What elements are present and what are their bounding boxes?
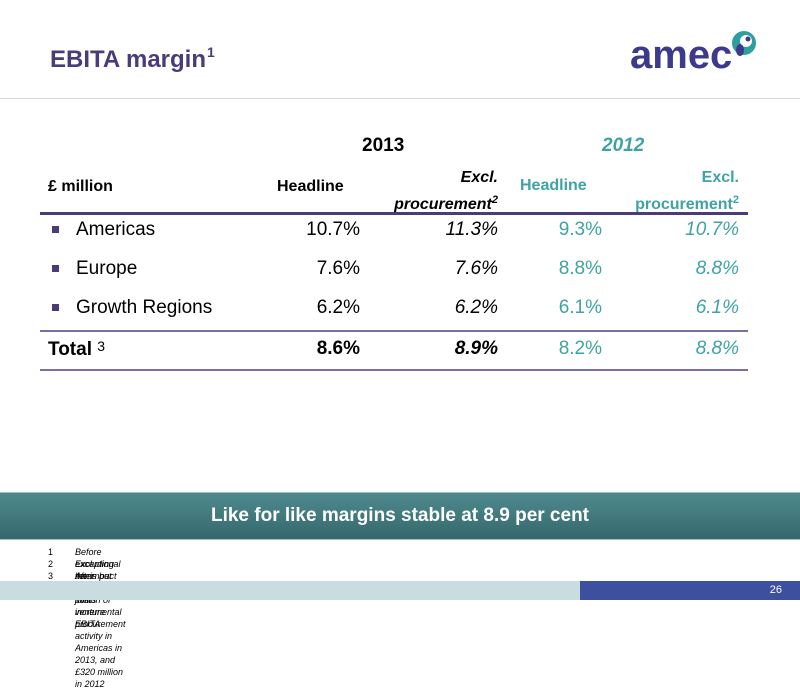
total-excl-2012-value: 8.8% — [695, 338, 739, 359]
excl-2012-value: 10.7% — [685, 219, 739, 240]
total-excl-2013-value: 8.9% — [454, 338, 498, 359]
headline-2013-value: 6.2% — [316, 297, 360, 318]
table-bottom-divider — [40, 369, 748, 371]
banner-text: Like for like margins stable at 8.9 per … — [210, 505, 590, 526]
excl-2013-value: 6.2% — [454, 297, 498, 318]
logo-wordmark: amec — [630, 33, 732, 77]
total-divider — [40, 330, 748, 332]
year-2013-header: 2013 — [362, 135, 405, 156]
excl-2012-line1: Excl. — [701, 169, 739, 186]
footer-bar-dark — [580, 581, 800, 600]
excl-procurement-2013-header: Excl. procurement2 — [394, 167, 498, 216]
excl-2013-value: 7.6% — [454, 258, 498, 279]
page-title: EBITA margin1 — [50, 44, 215, 73]
title-footnote-ref: 1 — [207, 44, 215, 60]
bullet-icon — [52, 304, 59, 311]
headline-2012-header: Headline — [520, 177, 587, 194]
title-divider — [0, 98, 800, 99]
headline-2013-value: 7.6% — [316, 258, 360, 279]
excl-2012-value: 8.8% — [695, 258, 739, 279]
summary-banner: Like for like margins stable at 8.9 per … — [0, 492, 800, 540]
unit-label: £ million — [48, 178, 113, 195]
row-label: Europe — [76, 258, 138, 279]
total-headline-2013-value: 8.6% — [316, 338, 360, 359]
table-row: Americas 10.7% 11.3% 9.3% 10.7% — [0, 219, 800, 249]
headline-2012-value: 9.3% — [558, 219, 602, 240]
row-label: Growth Regions — [76, 297, 213, 318]
headline-2013-value: 10.7% — [306, 219, 360, 240]
excl-2013-footnote-ref: 2 — [491, 194, 498, 206]
row-label: Americas — [76, 219, 156, 240]
headline-2012-value: 8.8% — [558, 258, 602, 279]
excl-2012-line2: procurement — [635, 196, 733, 213]
header-divider — [40, 212, 748, 215]
excl-2012-footnote-ref: 2 — [732, 194, 739, 206]
page-number: 26 — [769, 584, 782, 596]
logo-swirl-icon — [732, 31, 756, 56]
excl-2012-value: 6.1% — [695, 297, 739, 318]
total-headline-2012-value: 8.2% — [558, 338, 602, 359]
total-footnote-ref: 3 — [97, 338, 106, 354]
table-row: Growth Regions 6.2% 6.2% 6.1% 6.1% — [0, 297, 800, 327]
excl-2013-line2: procurement — [394, 196, 492, 213]
total-label: Total 3 — [48, 338, 106, 360]
excl-2013-value: 11.3% — [445, 219, 498, 240]
footnote-number: 3 — [48, 571, 54, 581]
year-2012-header: 2012 — [602, 135, 645, 156]
footnote-number: 1 — [48, 547, 54, 557]
headline-2012-value: 6.1% — [558, 297, 602, 318]
excl-2013-line1: Excl. — [460, 169, 498, 186]
headline-2013-header: Headline — [277, 178, 344, 195]
amec-logo: amec — [630, 31, 756, 77]
bullet-icon — [52, 226, 59, 233]
total-row: Total 3 8.6% 8.9% 8.2% 8.8% — [0, 338, 800, 368]
table-row: Europe 7.6% 7.6% 8.8% 8.8% — [0, 258, 800, 288]
footnote-number: 2 — [48, 559, 54, 569]
excl-procurement-2012-header: Excl. procurement2 — [635, 167, 739, 216]
footer-bar-light — [0, 581, 580, 600]
bullet-icon — [52, 265, 59, 272]
